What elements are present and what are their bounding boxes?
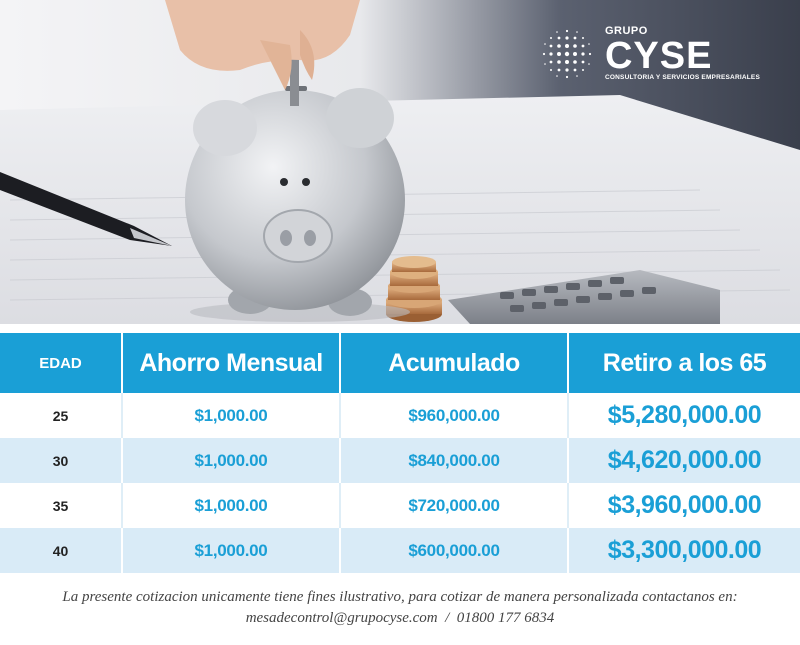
table-row: 35 $1,000.00 $720,000.00 $3,960,000.00: [0, 483, 800, 528]
cell-retiro: $3,300,000.00: [568, 528, 800, 573]
cell-edad: 40: [0, 528, 123, 573]
header-edad: EDAD: [0, 333, 123, 393]
cell-retiro: $4,620,000.00: [568, 438, 800, 483]
cell-ahorro: $1,000.00: [122, 438, 341, 483]
disclaimer-text: La presente cotizacion unicamente tiene …: [62, 589, 738, 605]
table-header-row: EDAD Ahorro Mensual Acumulado Retiro a l…: [0, 333, 800, 393]
cell-acumulado: $600,000.00: [340, 528, 569, 573]
disclaimer-footer: La presente cotizacion unicamente tiene …: [0, 583, 800, 645]
globe-icon: [542, 29, 592, 79]
brand-grupo: GRUPO: [604, 25, 648, 38]
cell-edad: 30: [0, 438, 123, 483]
cell-retiro: $3,960,000.00: [568, 483, 800, 528]
table-row: 25 $1,000.00 $960,000.00 $5,280,000.00: [0, 393, 800, 438]
header-ahorro-mensual: Ahorro Mensual: [122, 333, 341, 393]
cell-acumulado: $720,000.00: [340, 483, 569, 528]
cell-acumulado: $960,000.00: [340, 393, 569, 438]
piggy-bank-photo: [0, 0, 800, 324]
table-row: 40 $1,000.00 $600,000.00 $3,300,000.00: [0, 528, 800, 573]
brand-logo: GRUPO CYSE CONSULTORIA Y SERVICIOS EMPRE…: [537, 24, 760, 84]
savings-table-container: EDAD Ahorro Mensual Acumulado Retiro a l…: [0, 333, 800, 573]
cell-acumulado: $840,000.00: [340, 438, 569, 483]
brand-name: CYSE: [604, 35, 713, 78]
table-row: 30 $1,000.00 $840,000.00 $4,620,000.00: [0, 438, 800, 483]
contact-info[interactable]: mesadecontrol@grupocyse.com / 01800 177 …: [245, 610, 555, 626]
cell-ahorro: $1,000.00: [122, 393, 341, 438]
brand-tagline: CONSULTORIA Y SERVICIOS EMPRESARIALES: [604, 74, 760, 82]
cell-edad: 35: [0, 483, 123, 528]
cell-ahorro: $1,000.00: [122, 528, 341, 573]
savings-table: EDAD Ahorro Mensual Acumulado Retiro a l…: [0, 333, 800, 573]
hero-photo: GRUPO CYSE CONSULTORIA Y SERVICIOS EMPRE…: [0, 0, 800, 324]
header-retiro: Retiro a los 65: [568, 333, 800, 393]
cell-ahorro: $1,000.00: [122, 483, 341, 528]
header-acumulado: Acumulado: [340, 333, 569, 393]
cell-edad: 25: [0, 393, 123, 438]
cell-retiro: $5,280,000.00: [568, 393, 800, 438]
